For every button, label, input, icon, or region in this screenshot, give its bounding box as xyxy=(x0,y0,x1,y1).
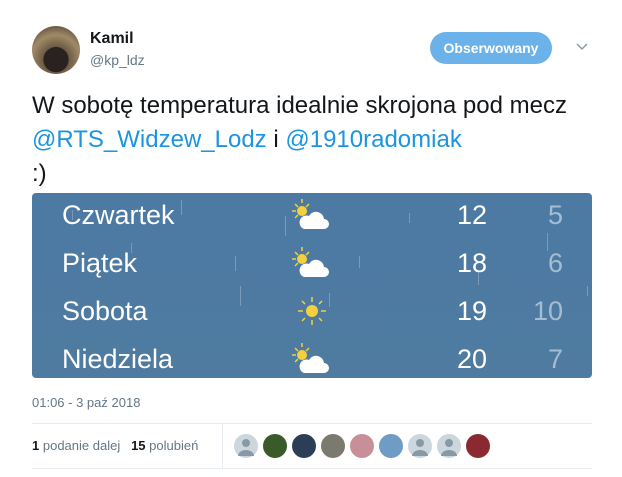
rain-streak xyxy=(235,256,237,272)
tweet-text-part: W sobotę temperatura idealnie skrojona p… xyxy=(32,92,567,119)
tweet-stats: 1 podanie dalej 15 polubień xyxy=(32,438,198,453)
rain-streak xyxy=(284,216,286,237)
forecast-day: Piątek xyxy=(62,248,138,278)
liker-avatar[interactable] xyxy=(292,434,316,458)
divider xyxy=(222,424,223,468)
forecast-low: 6 xyxy=(547,248,563,278)
rain-streak xyxy=(408,213,410,223)
forecast-day: Sobota xyxy=(62,296,148,326)
rain-streak xyxy=(131,243,133,253)
like-count[interactable]: 15 xyxy=(131,438,146,453)
partly-cloudy-icon xyxy=(292,199,329,229)
tweet-text-part: i xyxy=(266,126,286,153)
author-name[interactable]: Kamil xyxy=(90,30,134,47)
forecast-high: 12 xyxy=(456,200,487,230)
rain-streak xyxy=(329,293,331,307)
forecast-low: 10 xyxy=(532,296,563,326)
forecast-row: Czwartek 12 5 xyxy=(32,193,592,241)
rain-streak xyxy=(359,256,361,269)
forecast-high: 19 xyxy=(456,296,487,326)
rain-streak xyxy=(547,233,549,251)
liker-avatar[interactable] xyxy=(321,434,345,458)
author-avatar[interactable] xyxy=(32,26,80,74)
forecast-day: Niedziela xyxy=(62,344,174,374)
liker-avatar[interactable] xyxy=(466,434,490,458)
liker-avatar[interactable] xyxy=(350,434,374,458)
sun-icon xyxy=(298,297,326,325)
chevron-down-icon[interactable] xyxy=(574,38,590,54)
retweet-count[interactable]: 1 xyxy=(32,438,40,453)
timestamp[interactable]: 01:06 - 3 paź 2018 xyxy=(32,395,141,410)
tweet-text: W sobotę temperatura idealnie skrojona p… xyxy=(32,89,592,191)
liker-avatar[interactable] xyxy=(437,434,461,458)
liker-avatar[interactable] xyxy=(379,434,403,458)
rain-streak xyxy=(71,209,73,220)
forecast-row: Sobota 19 10 xyxy=(32,289,592,337)
rain-streak xyxy=(478,273,480,285)
liker-avatar[interactable] xyxy=(263,434,287,458)
default-user-icon xyxy=(412,439,428,456)
divider xyxy=(32,468,592,469)
following-button[interactable]: Obserwowany xyxy=(430,32,552,64)
forecast-high: 18 xyxy=(456,248,487,278)
liker-avatar[interactable] xyxy=(234,434,258,458)
forecast-row: Piątek 18 6 xyxy=(32,241,592,289)
default-user-icon xyxy=(238,439,254,456)
rain-streak xyxy=(240,286,242,307)
rain-streak xyxy=(180,199,182,215)
author-handle[interactable]: @kp_ldz xyxy=(90,52,145,68)
forecast-row: Niedziela 20 7 xyxy=(32,337,592,378)
forecast-low: 5 xyxy=(547,200,563,230)
partly-cloudy-icon xyxy=(292,247,329,277)
retweet-label[interactable]: podanie dalej xyxy=(42,438,121,453)
tweet-text-part: :) xyxy=(32,160,47,187)
partly-cloudy-icon xyxy=(292,343,329,373)
divider xyxy=(32,423,592,424)
forecast-day: Czwartek xyxy=(62,200,175,230)
like-label[interactable]: polubień xyxy=(149,438,199,453)
liker-avatar[interactable] xyxy=(408,434,432,458)
forecast-high: 20 xyxy=(456,344,487,374)
mention-link[interactable]: @1910radomiak xyxy=(285,126,462,153)
rain-streak xyxy=(587,286,589,297)
mention-link[interactable]: @RTS_Widzew_Lodz xyxy=(32,126,267,153)
default-user-icon xyxy=(441,439,457,456)
forecast-low: 7 xyxy=(547,344,563,374)
weather-image[interactable]: Czwartek 12 5 Piątek 18 6 Sobota 19 10 Nied… xyxy=(32,193,592,378)
